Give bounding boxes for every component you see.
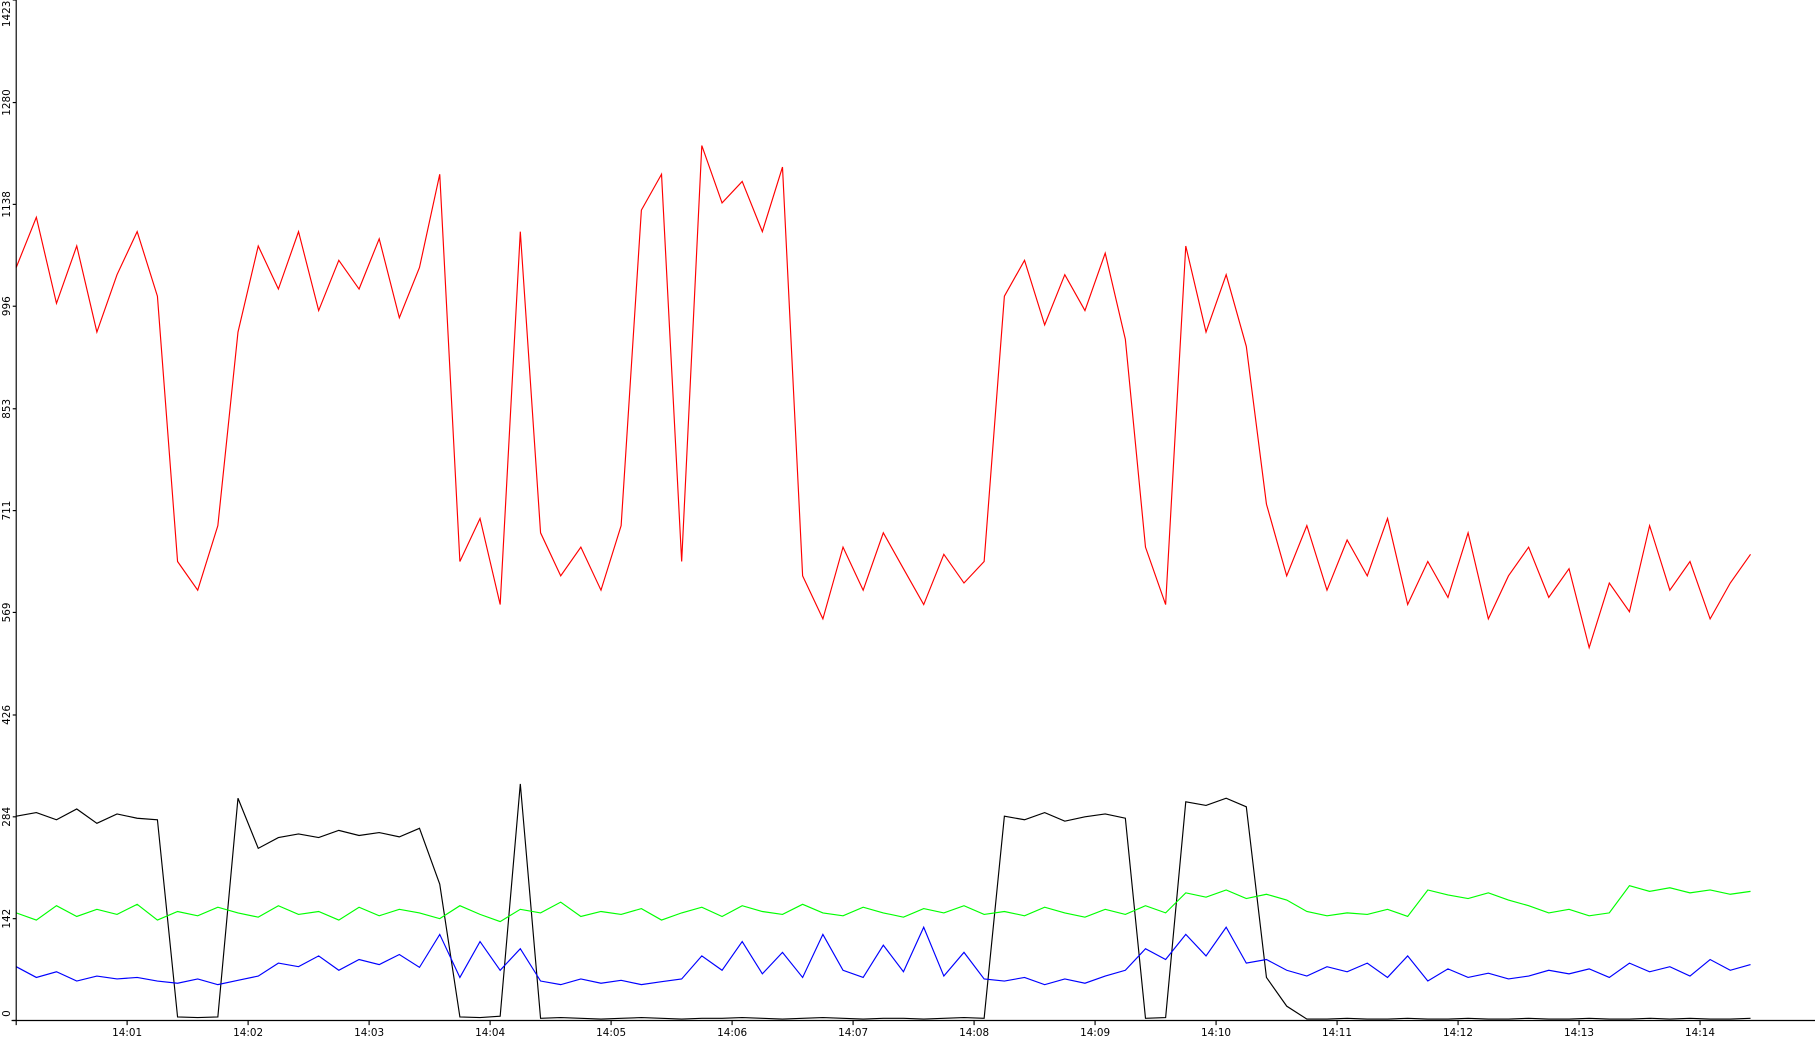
y-tick-label: 142: [1, 909, 13, 929]
data-line: [15, 925, 1751, 986]
y-tick-label: 1280: [1, 89, 13, 115]
y-tick-label: 996: [1, 296, 13, 316]
x-tick-label: 14:06: [717, 1027, 747, 1039]
x-tick-label: 14:11: [1322, 1027, 1352, 1039]
y-tick-label: 284: [1, 807, 13, 827]
x-tick-label: 14:07: [838, 1027, 868, 1039]
data-line: [16, 783, 1751, 1020]
x-tick-label: 14:03: [354, 1027, 384, 1039]
x-tick-label: 14:01: [112, 1027, 142, 1039]
y-tick-label: 711: [1, 501, 13, 521]
y-tick-label: 569: [1, 603, 13, 623]
x-tick-label: 14:10: [1201, 1027, 1231, 1039]
y-tick-label: 0: [1, 1010, 13, 1017]
data-line: [16, 885, 1751, 923]
data-line: [15, 145, 1751, 650]
y-tick-label: 426: [1, 705, 13, 725]
x-tick-label: 14:12: [1443, 1027, 1473, 1039]
x-tick-label: 14:09: [1080, 1027, 1110, 1039]
x-tick-label: 14:13: [1564, 1027, 1594, 1039]
y-tick-label: 1138: [1, 191, 13, 217]
x-tick-label: 14:02: [233, 1027, 263, 1039]
y-tick-label: 1423: [1, 1, 13, 27]
x-tick-label: 14:08: [959, 1027, 989, 1039]
x-tick-label: 14:05: [596, 1027, 626, 1039]
y-tick-label: 853: [1, 399, 13, 419]
x-tick-label: 14:14: [1685, 1027, 1715, 1039]
x-tick-label: 14:04: [475, 1027, 505, 1039]
